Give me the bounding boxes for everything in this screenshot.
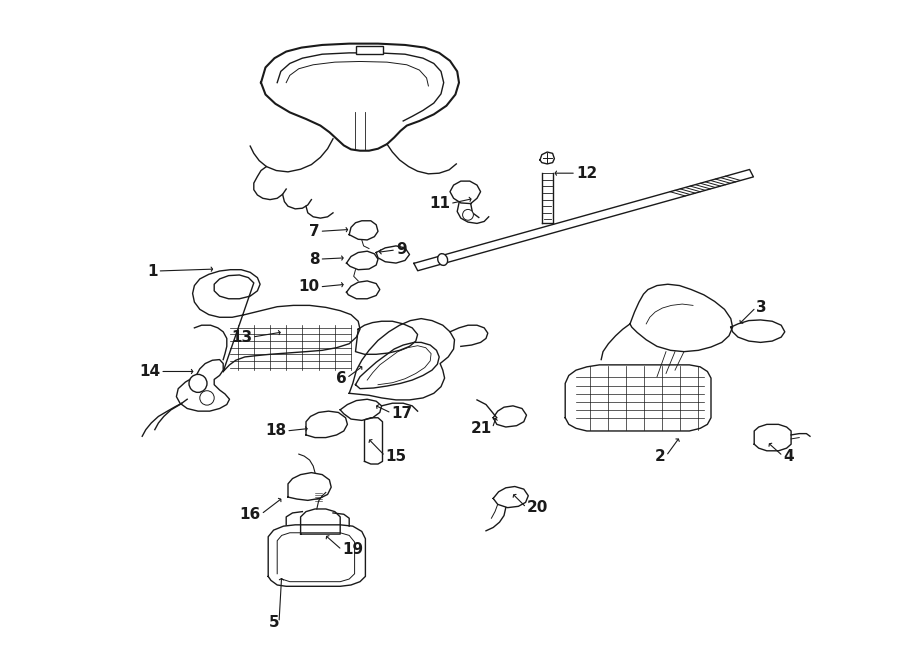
Text: 2: 2 <box>655 449 666 463</box>
Ellipse shape <box>437 254 447 266</box>
Polygon shape <box>493 406 526 427</box>
Polygon shape <box>346 281 380 299</box>
Polygon shape <box>193 270 360 371</box>
Polygon shape <box>731 320 785 342</box>
Text: 21: 21 <box>471 421 492 436</box>
Text: 14: 14 <box>140 364 160 379</box>
Polygon shape <box>340 399 382 420</box>
Polygon shape <box>356 321 418 354</box>
Polygon shape <box>349 319 454 400</box>
Text: 20: 20 <box>526 500 548 515</box>
FancyBboxPatch shape <box>356 46 383 54</box>
Text: 19: 19 <box>342 543 363 557</box>
Polygon shape <box>288 473 331 500</box>
Polygon shape <box>493 486 528 508</box>
Polygon shape <box>306 411 347 438</box>
Polygon shape <box>176 360 230 411</box>
Polygon shape <box>364 418 382 464</box>
Text: 11: 11 <box>429 196 450 211</box>
Polygon shape <box>540 152 554 164</box>
Polygon shape <box>346 251 378 270</box>
Text: 5: 5 <box>268 615 279 630</box>
Text: 7: 7 <box>309 224 320 239</box>
Polygon shape <box>630 284 733 352</box>
Text: 3: 3 <box>756 300 767 315</box>
Polygon shape <box>754 424 791 451</box>
Polygon shape <box>261 44 459 151</box>
Text: 15: 15 <box>385 449 406 463</box>
Text: 6: 6 <box>336 371 346 385</box>
Text: 4: 4 <box>783 449 794 463</box>
Text: 8: 8 <box>309 252 320 266</box>
Text: 16: 16 <box>239 507 261 522</box>
Text: 10: 10 <box>299 280 320 294</box>
Polygon shape <box>376 246 410 263</box>
Polygon shape <box>268 525 365 586</box>
Text: 9: 9 <box>396 243 407 257</box>
Text: 13: 13 <box>231 330 252 344</box>
Circle shape <box>463 210 473 220</box>
Text: 18: 18 <box>266 424 286 438</box>
Polygon shape <box>356 342 439 389</box>
Polygon shape <box>565 365 711 431</box>
Polygon shape <box>301 509 340 534</box>
Polygon shape <box>349 221 378 240</box>
Text: 1: 1 <box>147 264 158 278</box>
Polygon shape <box>450 181 481 204</box>
Circle shape <box>189 374 207 393</box>
Circle shape <box>200 391 214 405</box>
Text: 17: 17 <box>392 406 412 420</box>
Polygon shape <box>414 169 753 271</box>
Text: 12: 12 <box>576 166 598 180</box>
